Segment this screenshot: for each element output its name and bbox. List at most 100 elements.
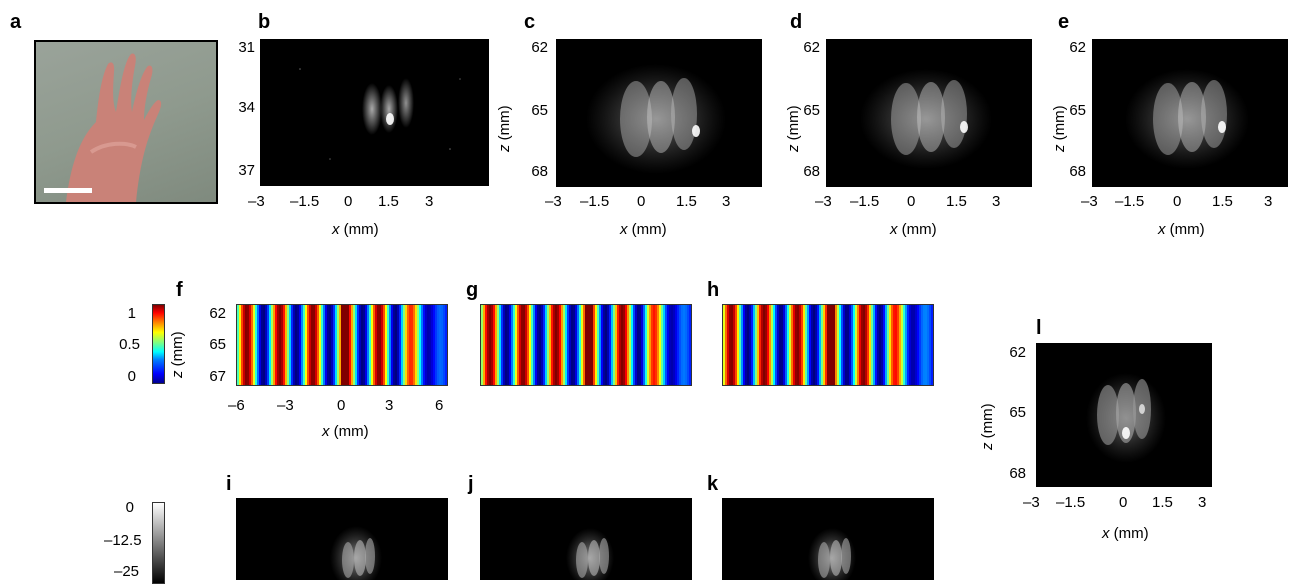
- fringe-column: [287, 305, 290, 385]
- d-xtick-0: –3: [815, 193, 832, 210]
- fringe-column: [403, 305, 406, 385]
- fringe-column: [499, 305, 502, 385]
- fringe-column: [815, 305, 818, 385]
- fringe-column: [299, 305, 302, 385]
- fringe-column: [521, 305, 524, 385]
- fringe-column: [875, 305, 878, 385]
- fringe-column: [729, 305, 732, 385]
- fringe-column: [587, 305, 590, 385]
- fringe-column: [679, 305, 682, 385]
- fringe-column: [653, 305, 656, 385]
- fringe-column: [649, 305, 652, 385]
- fringe-column: [345, 305, 348, 385]
- fringe-column: [239, 305, 242, 385]
- i-cbar-tick-0: 0: [125, 499, 134, 516]
- fringe-column: [263, 305, 266, 385]
- c-ytick-2: 68: [531, 163, 548, 180]
- panel-label-a: a: [10, 11, 22, 33]
- fringe-column: [415, 305, 418, 385]
- fringe-column: [291, 305, 294, 385]
- l-ylabel: z (mm): [979, 403, 996, 450]
- fringe-column: [805, 305, 808, 385]
- fringe-column: [385, 305, 388, 385]
- fringe-column: [317, 305, 320, 385]
- e-xtick-3: 1.5: [1212, 193, 1233, 210]
- fringe-column: [495, 305, 498, 385]
- fringe-column: [537, 305, 540, 385]
- fringe-column: [417, 305, 420, 385]
- e-xtick-2: 0: [1173, 193, 1182, 210]
- fringe-column: [657, 305, 660, 385]
- fringe-column: [675, 305, 678, 385]
- fringe-column: [827, 305, 830, 385]
- d-ytick-0: 62: [803, 39, 820, 56]
- fringe-column: [925, 305, 928, 385]
- fringe-column: [567, 305, 570, 385]
- fringe-column: [523, 305, 526, 385]
- fringe-column: [639, 305, 642, 385]
- panel-label-k: k: [707, 473, 719, 495]
- fringe-column: [487, 305, 490, 385]
- fringe-column: [441, 305, 444, 385]
- fringe-column: [795, 305, 798, 385]
- fringe-column: [685, 305, 688, 385]
- fringe-column: [549, 305, 552, 385]
- fringe-column: [531, 305, 534, 385]
- fringe-column: [443, 305, 446, 385]
- l-xtick-2: 0: [1119, 494, 1128, 511]
- fringe-column: [379, 305, 382, 385]
- fringe-column: [357, 305, 360, 385]
- fringe-column: [601, 305, 604, 385]
- fringe-column: [853, 305, 856, 385]
- fringe-column: [897, 305, 900, 385]
- fringe-column: [889, 305, 892, 385]
- fringe-column: [615, 305, 618, 385]
- fringe-column: [413, 305, 416, 385]
- fringe-column: [641, 305, 644, 385]
- fringe-column: [383, 305, 386, 385]
- fringe-column: [439, 305, 442, 385]
- fringe-column: [255, 305, 258, 385]
- fringe-column: [249, 305, 252, 385]
- fringe-column: [337, 305, 340, 385]
- fringe-column: [361, 305, 364, 385]
- fringe-column: [909, 305, 912, 385]
- h-image-svg: [723, 305, 933, 385]
- fringe-column: [349, 305, 352, 385]
- fringe-column: [863, 305, 866, 385]
- fringe-column: [687, 305, 690, 385]
- fringe-column: [393, 305, 396, 385]
- fringe-column: [745, 305, 748, 385]
- fringe-column: [371, 305, 374, 385]
- fringe-column: [901, 305, 904, 385]
- panel-label-l: l: [1036, 317, 1042, 339]
- fringe-column: [731, 305, 734, 385]
- fringe-column: [515, 305, 518, 385]
- fringe-column: [333, 305, 336, 385]
- fringe-column: [265, 305, 268, 385]
- fringe-column: [631, 305, 634, 385]
- e-image: [1092, 39, 1288, 187]
- fringe-column: [779, 305, 782, 385]
- fringe-column: [407, 305, 410, 385]
- fringe-column: [409, 305, 412, 385]
- fringe-column: [285, 305, 288, 385]
- fringe-column: [751, 305, 754, 385]
- fringe-column: [787, 305, 790, 385]
- fringe-column: [911, 305, 914, 385]
- fringe-column: [655, 305, 658, 385]
- fringe-column: [271, 305, 274, 385]
- f-xtick-2: 0: [337, 397, 346, 414]
- fringe-column: [297, 305, 300, 385]
- d-image: [826, 39, 1032, 187]
- fringe-column: [741, 305, 744, 385]
- fringe-column: [877, 305, 880, 385]
- fringe-column: [769, 305, 772, 385]
- fringe-column: [411, 305, 414, 385]
- fringe-column: [241, 305, 244, 385]
- fringe-column: [485, 305, 488, 385]
- fringe-column: [553, 305, 556, 385]
- fringe-column: [365, 305, 368, 385]
- fringe-column: [619, 305, 622, 385]
- fringe-column: [833, 305, 836, 385]
